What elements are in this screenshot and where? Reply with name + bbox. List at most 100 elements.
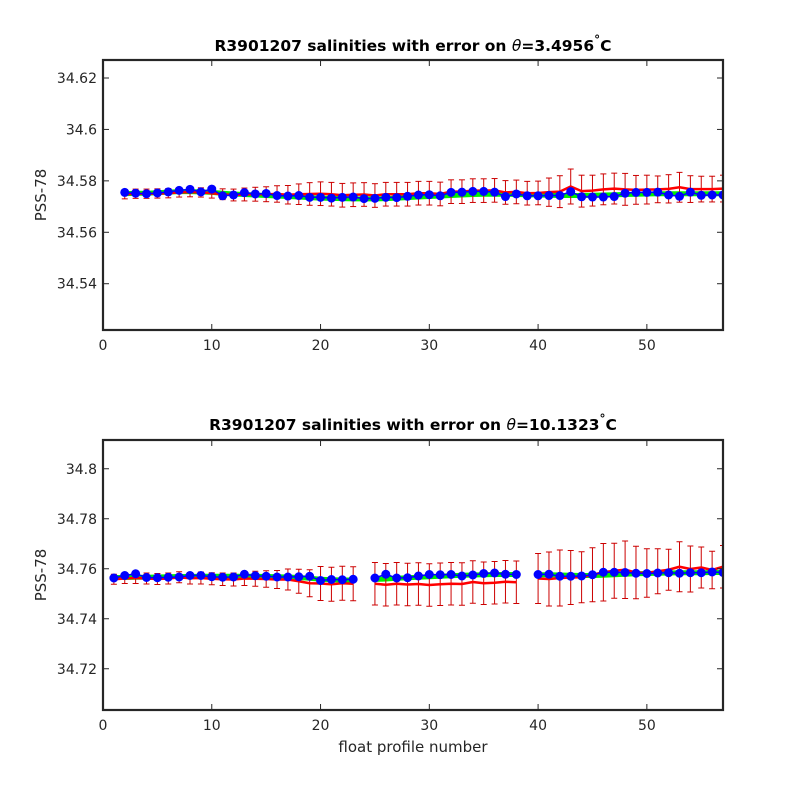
measured-salinity-point xyxy=(457,571,467,581)
measured-salinity-point xyxy=(685,568,695,578)
measured-salinity-point xyxy=(468,186,478,196)
measured-salinity-point xyxy=(707,567,717,577)
measured-salinity-point xyxy=(500,192,510,202)
x-tick-label: 30 xyxy=(420,718,438,734)
measured-salinity-point xyxy=(359,194,369,204)
y-axis-label: PSS-78 xyxy=(32,169,50,222)
plot-area xyxy=(109,540,723,607)
measured-salinity-point xyxy=(587,570,597,580)
measured-salinity-point xyxy=(131,188,141,198)
measured-salinity-point xyxy=(555,191,565,201)
measured-salinity-point xyxy=(337,575,347,585)
measured-salinity-point xyxy=(120,187,130,197)
measured-salinity-point xyxy=(305,571,315,581)
measured-salinity-point xyxy=(490,187,500,197)
measured-salinity-point xyxy=(620,188,630,198)
x-tick-label: 30 xyxy=(420,338,438,354)
x-axis-label: float profile number xyxy=(338,738,488,756)
measured-salinity-point xyxy=(294,572,304,582)
measured-salinity-point xyxy=(207,184,217,194)
measured-salinity-point xyxy=(174,185,184,195)
measured-salinity-point xyxy=(196,187,206,197)
measured-salinity-point xyxy=(370,573,380,583)
measured-salinity-point xyxy=(174,572,184,582)
measured-salinity-point xyxy=(218,191,228,201)
x-tick-label: 20 xyxy=(312,338,330,354)
measured-salinity-point xyxy=(577,571,587,581)
measured-salinity-point xyxy=(261,571,271,581)
measured-salinity-point xyxy=(326,193,336,203)
x-tick-label: 0 xyxy=(99,718,108,734)
measured-salinity-point xyxy=(109,573,119,583)
measured-salinity-point xyxy=(381,192,391,202)
measured-salinity-point xyxy=(326,575,336,584)
measured-salinity-point xyxy=(381,569,391,579)
measured-salinity-point xyxy=(218,572,228,582)
measured-salinity-point xyxy=(120,571,130,580)
measured-salinity-point xyxy=(435,191,445,201)
measured-salinity-point xyxy=(403,573,413,583)
plot-frame xyxy=(101,438,725,712)
measured-salinity-point xyxy=(533,191,543,201)
measured-salinity-point xyxy=(587,192,597,202)
measured-salinity-point xyxy=(674,568,684,578)
measured-salinity-point xyxy=(555,571,565,581)
measured-salinity-point xyxy=(348,192,358,202)
measured-salinity-point xyxy=(239,569,249,579)
measured-salinity-point xyxy=(424,190,434,200)
measured-salinity-point xyxy=(250,189,260,199)
measured-salinity-point xyxy=(229,572,239,582)
y-axis-ticks: 34.72 34.74 34.76 34.78 34.8 xyxy=(57,462,723,678)
measured-salinity-point xyxy=(305,192,315,202)
measured-salinity-point xyxy=(283,572,293,582)
measured-salinity-point xyxy=(370,193,380,203)
x-tick-label: 40 xyxy=(529,718,547,734)
x-tick-label: 20 xyxy=(312,718,330,734)
measured-salinity-point xyxy=(392,573,402,583)
measured-salinity-point xyxy=(642,187,652,197)
measured-salinity-point xyxy=(207,572,217,582)
measured-salinity-point xyxy=(631,187,641,197)
measured-salinity-point xyxy=(674,191,684,201)
measured-salinity-point xyxy=(283,191,293,201)
panel-bottom: R3901207 salinities with error on θ=10.1… xyxy=(32,412,725,756)
measured-salinity-point xyxy=(642,569,652,578)
measured-salinity-point xyxy=(696,190,706,200)
plot-frame xyxy=(101,58,725,332)
y-tick-label: 34.6 xyxy=(66,122,97,138)
measured-salinity-point xyxy=(272,191,282,201)
measured-salinity-point xyxy=(337,192,347,202)
measured-salinity-point xyxy=(544,569,554,579)
measured-salinity-point xyxy=(664,568,674,578)
y-tick-label: 34.54 xyxy=(57,277,97,293)
measured-salinity-point xyxy=(435,570,445,580)
y-tick-label: 34.74 xyxy=(57,612,97,628)
plot-area xyxy=(120,168,723,209)
measured-salinity-point xyxy=(457,187,467,197)
measured-salinity-point xyxy=(566,187,576,197)
measured-salinity-point xyxy=(664,190,674,200)
measured-salinity-point xyxy=(152,188,162,198)
y-tick-label: 34.78 xyxy=(57,512,97,528)
measured-salinity-point xyxy=(261,188,271,198)
measured-salinity-point xyxy=(468,570,478,580)
y-tick-label: 34.72 xyxy=(57,662,97,678)
measured-salinity-point xyxy=(239,188,249,198)
x-axis-ticks: 0 10 20 30 40 50 xyxy=(99,440,656,734)
y-tick-label: 34.8 xyxy=(66,462,97,478)
measured-salinity-point xyxy=(250,571,260,581)
measured-salinity-point xyxy=(533,570,543,579)
measured-salinity-point xyxy=(631,568,641,578)
x-tick-label: 50 xyxy=(638,338,656,354)
measured-salinity-point xyxy=(685,187,695,197)
y-axis-label: PSS-78 xyxy=(32,549,50,602)
panel-top: R3901207 salinities with error on θ=3.49… xyxy=(32,33,725,354)
measured-salinity-point xyxy=(609,567,619,577)
measured-salinity-point xyxy=(566,571,576,581)
y-tick-label: 34.56 xyxy=(57,225,97,241)
measured-salinity-point xyxy=(424,570,434,579)
y-tick-label: 34.58 xyxy=(57,174,97,190)
measured-salinity-point xyxy=(163,187,173,197)
x-tick-label: 0 xyxy=(99,338,108,354)
chart-title: R3901207 salinities with error on θ=3.49… xyxy=(214,33,611,55)
